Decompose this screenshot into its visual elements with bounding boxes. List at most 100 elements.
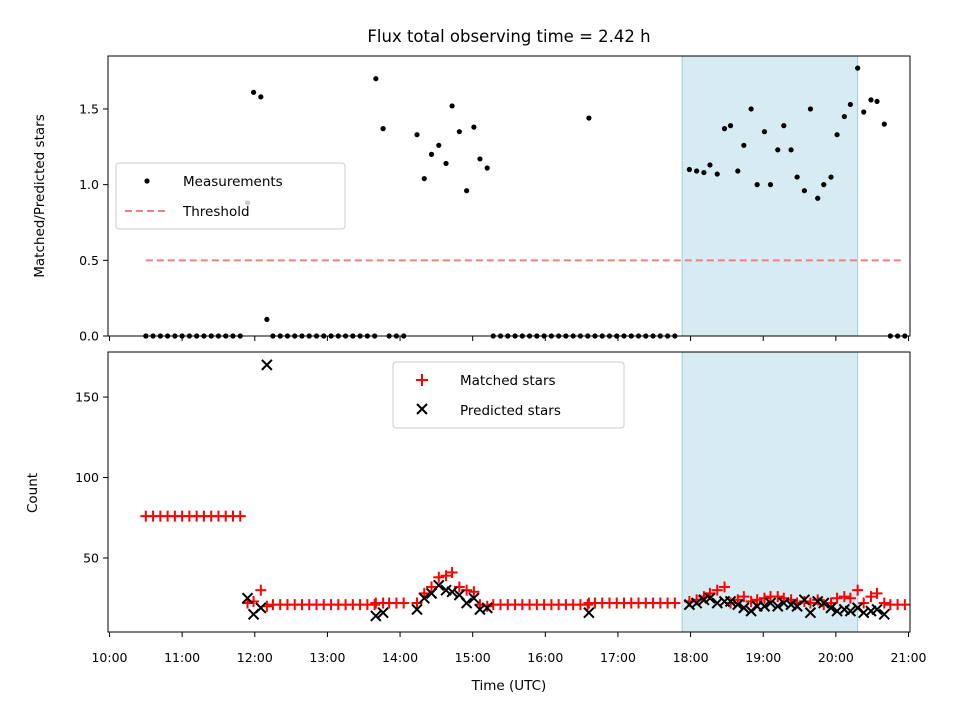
measurement-point (767, 182, 774, 188)
matched-star-point (711, 584, 723, 596)
predicted-star-point (418, 592, 430, 604)
legend-marker-matched (416, 374, 428, 386)
bottom-xtick-label: 14:00 (382, 650, 418, 665)
measurement-point (264, 316, 270, 322)
predicted-star-point (844, 605, 857, 617)
predicted-star-point (433, 579, 445, 592)
measurement-point (586, 115, 592, 121)
measurement-point (694, 168, 700, 174)
bottom-xtick-label: 21:00 (890, 650, 926, 665)
predicted-star-point (690, 597, 703, 609)
measurement-point (761, 129, 768, 135)
measurement-point (775, 147, 781, 153)
matched-star-point (718, 581, 730, 593)
matched-star-point (878, 597, 890, 609)
predicted-star-point (241, 592, 254, 604)
measurement-point (815, 195, 821, 201)
matched-star-point (468, 586, 480, 598)
predicted-star-point (804, 606, 817, 619)
bottom-ticks: 50 100 150 10:00 11:00 12:00 13:00 14:00 15:00 16… (75, 390, 926, 665)
bottom-ytick-label: 50 (83, 550, 99, 565)
bottom-xtick-label: 13:00 (309, 650, 345, 665)
measurement-point (828, 174, 834, 180)
measurement-point (781, 123, 787, 129)
bottom-xtick-label: 16:00 (527, 650, 563, 665)
measurement-point (874, 98, 880, 105)
matched-star-point (446, 566, 458, 578)
legend-marker-predicted (416, 403, 428, 415)
matched-star-point (440, 570, 452, 582)
measurement-point (834, 132, 840, 138)
bottom-xtick-label: 17:00 (600, 650, 636, 665)
legend-marker-measurements (144, 178, 150, 184)
bottom-xlabel: Time (UTC) (471, 678, 547, 694)
legend-label-threshold: Threshold (182, 204, 250, 220)
measurement-point (428, 151, 435, 157)
legend-label-matched: Matched stars (460, 373, 556, 389)
predicted-star-point (871, 603, 883, 616)
bottom-axes-frame (107, 351, 911, 633)
matched-star-point (669, 597, 681, 609)
bottom-ytick-label: 150 (75, 390, 99, 405)
measurement-point (821, 182, 827, 188)
measurement-point (414, 132, 420, 138)
measurement-point (464, 188, 470, 194)
matched-star-point (426, 581, 438, 593)
matched-star-point (433, 571, 445, 583)
chart-title: Flux total observing time = 2.42 h (367, 27, 650, 46)
measurement-point (686, 166, 692, 173)
matched-star-point (838, 591, 850, 603)
top-ytick-label: 0.0 (79, 329, 99, 344)
matched-star-point (255, 584, 267, 596)
measurement-point (841, 113, 847, 120)
measurement-point (484, 165, 490, 171)
predicted-star-point (583, 606, 595, 619)
bottom-xtick-label: 18:00 (673, 650, 709, 665)
predicted-star-point (818, 597, 830, 609)
predicted-star-point (772, 600, 784, 612)
predicted-star-point (255, 602, 267, 614)
predicted-star-point (764, 597, 777, 609)
measurement-point (794, 174, 800, 180)
matched-star-point (745, 595, 757, 607)
matched-star-point (865, 591, 877, 603)
bottom-xtick-label: 20:00 (818, 650, 854, 665)
bottom-panel: 50 100 150 10:00 11:00 12:00 13:00 14:00 15:00 16… (25, 351, 927, 694)
predicted-star-point (370, 610, 382, 622)
measurement-point (727, 123, 734, 129)
matched-star-point (871, 587, 883, 599)
matched-star-point (758, 592, 770, 604)
matched-star-point (899, 599, 911, 611)
predicted-star-point (261, 359, 273, 371)
matched-star-point (858, 597, 870, 609)
matched-star-point (772, 591, 784, 603)
matched-star-point (234, 510, 246, 522)
bottom-xtick-label: 19:00 (745, 650, 781, 665)
matched-star-point (852, 584, 864, 596)
top-shaded-region (681, 55, 859, 337)
measurement-point (471, 124, 477, 130)
measurement-point (881, 121, 887, 127)
measurement-point (449, 103, 455, 109)
bottom-xtick-label: 11:00 (164, 650, 200, 665)
predicted-star-point (377, 606, 389, 619)
measurement-point (421, 175, 427, 182)
bottom-legend-box (392, 361, 625, 429)
predicted-star-point (481, 602, 493, 614)
predicted-star-point (704, 592, 716, 604)
top-ylabel: Matched/Predicted stars (32, 114, 48, 277)
measurement-point (788, 147, 794, 153)
measurement-point (436, 142, 442, 148)
measurement-point (701, 169, 707, 176)
legend-label-measurements: Measurements (183, 174, 283, 190)
measurement-point (748, 106, 754, 112)
matched-star-point (831, 592, 843, 604)
predicted-star-point (825, 602, 837, 614)
measurement-point (855, 65, 861, 71)
bottom-xtick-label: 15:00 (455, 650, 491, 665)
predicted-star-point (460, 597, 473, 609)
top-axes-frame (107, 55, 911, 337)
top-ytick-label: 1.5 (79, 101, 99, 116)
predicted-star-point (724, 595, 737, 608)
measurement-point (373, 76, 379, 82)
